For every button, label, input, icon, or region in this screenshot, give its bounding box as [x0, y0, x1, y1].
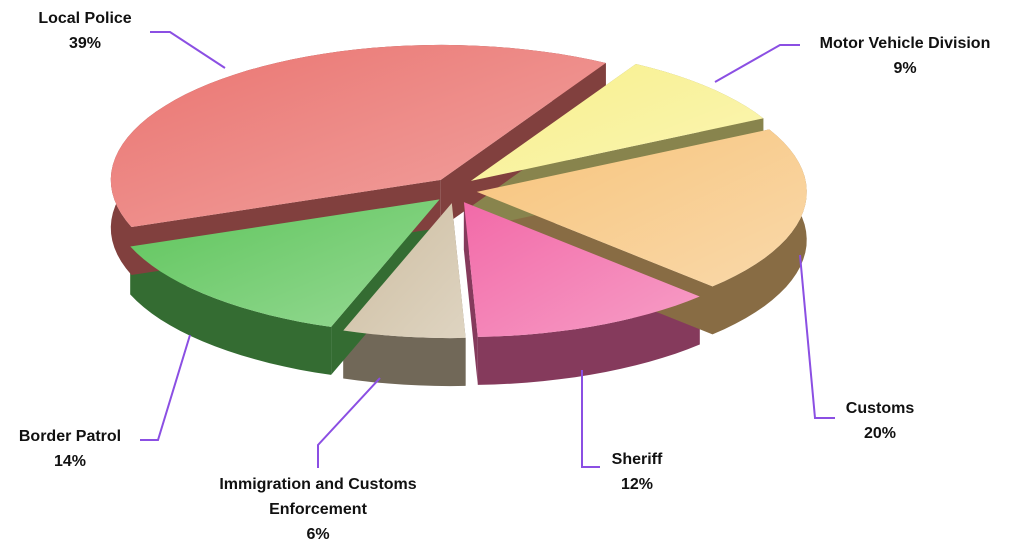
- value-label: 6%: [306, 526, 330, 541]
- category-label: Customs: [845, 400, 915, 417]
- slice-label: Customs 20%: [810, 396, 950, 446]
- slice-gloss: [130, 199, 440, 327]
- slice-label: Local Police 39%: [5, 6, 165, 56]
- slice-gloss: [470, 64, 764, 181]
- slice-gloss: [476, 129, 807, 287]
- category-label: Border Patrol: [18, 428, 122, 445]
- value-label: 12%: [620, 476, 654, 493]
- slice-label: Motor Vehicle Division 9%: [795, 31, 1011, 81]
- leader-line: [317, 377, 381, 468]
- category-label: Immigration and Customs Enforcement: [219, 476, 417, 518]
- leader-line: [150, 31, 226, 69]
- value-label: 39%: [68, 35, 102, 52]
- slice-label: Immigration and Customs Enforcement 6%: [211, 472, 426, 541]
- value-label: 14%: [53, 453, 87, 470]
- leader-line: [581, 370, 600, 468]
- value-label: 20%: [863, 425, 897, 442]
- slice-label: Border Patrol 14%: [0, 424, 140, 474]
- slice-rim: [477, 296, 700, 385]
- slice-label: Sheriff 12%: [577, 447, 697, 497]
- category-label: Sheriff: [611, 451, 663, 468]
- slice-gloss: [463, 202, 700, 337]
- slice-rim: [130, 246, 332, 375]
- leader-line: [799, 254, 835, 419]
- leader-line: [714, 44, 800, 83]
- value-label: 9%: [893, 60, 917, 77]
- category-label: Local Police: [38, 10, 132, 27]
- slice-gloss: [110, 44, 606, 228]
- slice-rim: [343, 330, 466, 387]
- leader-line: [140, 334, 191, 441]
- slice-wall: [463, 202, 478, 385]
- slice-gloss: [343, 203, 466, 339]
- category-label: Motor Vehicle Division: [819, 35, 991, 52]
